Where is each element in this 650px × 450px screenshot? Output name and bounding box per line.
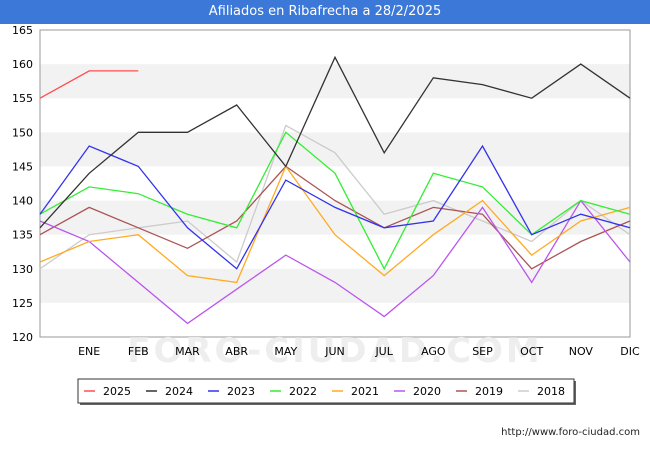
line-chart: FORO-CIUDAD.COM 120 125 130 135 140 145 150 155… [12,24,640,405]
x-tick-label: FEB [128,345,149,358]
grid-band [40,166,630,201]
x-tick-label: NOV [569,345,594,358]
grid-band [40,302,630,337]
series-layer [39,55,631,325]
y-tick-label: 145 [12,160,33,173]
grid-band [40,200,630,235]
legend-label-2023: 2023 [227,385,255,398]
grid-band [40,132,630,167]
x-tick-label: OCT [520,345,543,358]
legend-label-2025: 2025 [103,385,131,398]
x-tick-label: DIC [620,345,640,358]
y-tick-label: 125 [12,297,33,310]
y-tick-label: 140 [12,195,33,208]
chart-title: Afiliados en Ribafrecha a 28/2/2025 [0,0,650,24]
y-tick-label: 160 [12,58,33,71]
y-tick-label: 135 [12,229,33,242]
legend-label-2018: 2018 [537,385,565,398]
x-tick-label: AGO [421,345,446,358]
legend: 2025 2024 2023 2022 2021 2020 2019 2018 [77,378,576,405]
x-tick-label: ABR [225,345,248,358]
y-tick-label: 165 [12,24,33,37]
x-tick-label: JUN [324,345,345,358]
plot-frame [39,29,631,338]
grid-band [40,234,630,269]
series-line-2024 [39,55,631,229]
watermark-text: FORO-CIUDAD.COM [127,331,543,371]
series-line-2021 [39,165,631,284]
y-tick-label: 150 [12,126,33,139]
x-axis-ticks: ENE FEB MAR ABR MAY JUN JUL AGO SEP OCT NOV DIC [78,345,640,358]
grid-band [40,268,630,303]
y-axis-ticks: 120 125 130 135 140 145 150 155 160 165 [12,24,33,344]
y-tick-label: 120 [12,331,33,344]
x-tick-label: ENE [78,345,100,358]
y-tick-label: 155 [12,92,33,105]
series-line-2020 [39,199,631,325]
series-line-2023 [39,144,631,270]
x-tick-label: SEP [472,345,493,358]
legend-label-2020: 2020 [413,385,441,398]
legend-box [77,378,575,404]
y-tick-label: 130 [12,263,33,276]
legend-label-2019: 2019 [475,385,503,398]
grid-band [40,98,630,133]
x-tick-label: MAR [175,345,200,358]
source-url[interactable]: http://www.foro-ciudad.com [501,427,640,438]
x-tick-label: MAY [274,345,297,358]
x-tick-label: JUL [374,345,393,358]
plot-background-bands [39,29,631,338]
grid-band [40,30,630,65]
legend-label-2021: 2021 [351,385,379,398]
legend-label-2024: 2024 [165,385,193,398]
series-line-2025 [39,70,139,99]
series-line-2019 [39,165,631,270]
legend-label-2022: 2022 [289,385,317,398]
grid-band [40,64,630,99]
